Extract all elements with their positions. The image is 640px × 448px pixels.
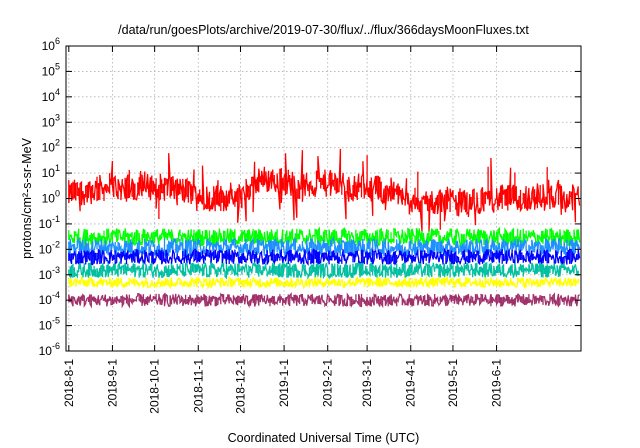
x-tick-label: 2018-12-1 (233, 359, 247, 414)
chart-title: /data/run/goesPlots/archive/2019-07-30/f… (118, 23, 529, 37)
series-line (68, 292, 581, 309)
x-tick-label: 2019-6-1 (490, 359, 504, 407)
y-tick-label: 10-5 (39, 316, 60, 333)
y-tick-label: 10-4 (39, 290, 60, 307)
series-line (68, 274, 581, 290)
x-tick-label: 2019-4-1 (404, 359, 418, 407)
x-tick-label: 2019-2-1 (321, 359, 335, 407)
grid (66, 45, 581, 352)
x-tick-label: 2019-3-1 (360, 359, 374, 407)
y-tick-label: 10-1 (39, 214, 60, 231)
x-tick-label: 2019-5-1 (446, 359, 460, 407)
y-tick-label: 103 (42, 112, 60, 129)
y-axis-ticks: 10-6 10-5 10-4 10-3 10-2 10-1 100 101 102 103 104 1… (39, 36, 581, 358)
x-tick-label: 2018-8-1 (62, 359, 76, 407)
y-tick-label: 104 (42, 87, 60, 104)
x-tick-label: 2019-1-1 (277, 359, 291, 407)
y-tick-label: 10-3 (39, 265, 60, 282)
x-tick-label: 2018-10-1 (148, 359, 162, 414)
x-axis-ticks: 2018-8-1 2018-9-1 2018-10-1 2018-11-1 2018-1… (62, 46, 504, 414)
x-tick-label: 2018-9-1 (105, 359, 119, 407)
y-tick-label: 105 (42, 61, 60, 78)
y-axis-label: protons/cm²-s-sr-MeV (20, 137, 34, 259)
series-line (68, 260, 580, 280)
series-line (68, 236, 581, 259)
x-axis-label: Coordinated Universal Time (UTC) (228, 431, 420, 445)
y-tick-label: 10-6 (39, 341, 60, 358)
series-layer (68, 148, 581, 309)
y-tick-label: 10-2 (39, 239, 60, 256)
y-tick-label: 101 (42, 163, 60, 180)
y-tick-label: 106 (42, 36, 60, 53)
series-line (68, 247, 581, 266)
y-tick-label: 100 (42, 189, 60, 206)
y-tick-label: 102 (42, 138, 60, 155)
series-line (68, 148, 581, 232)
x-tick-label: 2018-11-1 (191, 359, 205, 413)
